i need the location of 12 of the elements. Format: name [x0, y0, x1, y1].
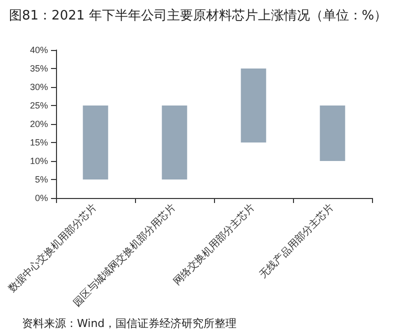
y-tick-label: 35%	[30, 64, 48, 74]
y-tick-label: 15%	[30, 138, 48, 148]
y-tick-label: 20%	[30, 119, 48, 129]
y-tick-label: 30%	[30, 82, 48, 92]
text: 资料来源：Wind，国信证券经济研究所整理	[22, 317, 237, 330]
y-tick-label: 10%	[30, 156, 48, 166]
x-tick-label: 无线产品用部分主芯片	[257, 201, 336, 281]
y-tick-label: 40%	[30, 45, 48, 55]
chart-title: 图81：2021 年下半年公司主要原材料芯片上涨情况（单位：%）	[9, 8, 388, 24]
y-tick-label: 25%	[30, 100, 48, 110]
y-tick-label: 0%	[34, 193, 48, 203]
y-tick-label: 5%	[34, 174, 48, 184]
